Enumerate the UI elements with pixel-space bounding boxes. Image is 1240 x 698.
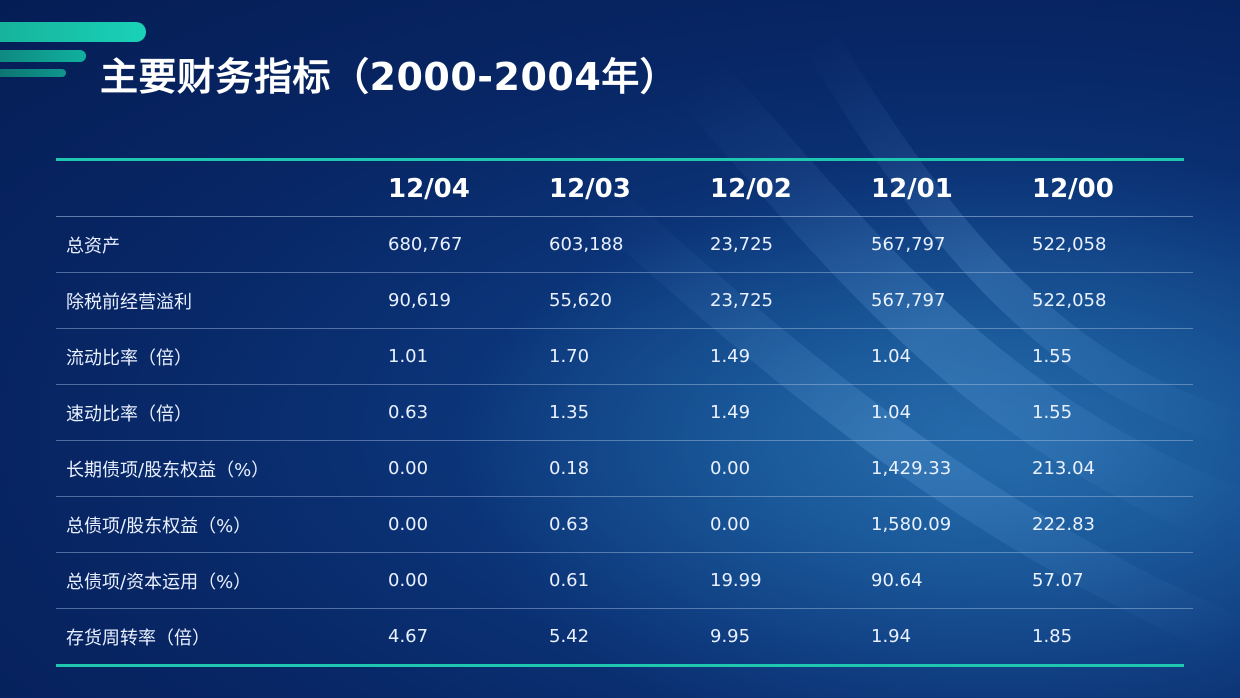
table-cell: 1.49	[710, 384, 871, 441]
table-row: 总债项/资本运用（%） 0.00 0.61 19.99 90.64 57.07	[56, 552, 1193, 609]
table-header-row: 12/04 12/03 12/02 12/01 12/00	[56, 161, 1193, 217]
table-header-cell: 12/04	[388, 161, 549, 217]
table-row: 速动比率（倍） 0.63 1.35 1.49 1.04 1.55	[56, 384, 1193, 441]
table-cell: 90,619	[388, 272, 549, 329]
table-cell: 522,058	[1032, 216, 1193, 273]
table-header-cell: 12/01	[871, 161, 1032, 217]
table-cell: 4.67	[388, 626, 429, 647]
table-cell: 1,580.09	[871, 496, 1032, 553]
financial-indicators-table: 12/04 12/03 12/02 12/01 12/00 总资产 680,76…	[56, 161, 1193, 664]
table-cell: 1,429.33	[871, 440, 1032, 497]
table-cell: 9.95	[710, 626, 751, 647]
table-cell: 0.00	[388, 440, 549, 497]
table-cell: 0.63	[549, 496, 710, 553]
table-cell: 222.83	[1032, 496, 1193, 553]
table-cell: 23,725	[710, 272, 871, 329]
row-label: 总资产	[56, 216, 388, 273]
table-header-cell: 12/03	[549, 161, 710, 217]
table-cell: 1.70	[549, 328, 710, 385]
table-cell: 522,058	[1032, 272, 1193, 329]
row-label: 除税前经营溢利	[56, 272, 388, 329]
table-row: 流动比率（倍） 1.01 1.70 1.49 1.04 1.55	[56, 328, 1193, 385]
table-cell: 1.04	[871, 384, 1032, 441]
table-cell: 567,797	[871, 216, 1032, 273]
row-label: 长期债项/股东权益（%）	[56, 440, 388, 497]
table-cell: 0.00	[388, 496, 549, 553]
page-title: 主要财务指标（2000-2004年）	[100, 55, 679, 99]
table-cell: 1.01	[388, 328, 549, 385]
table-cell: 0.00	[710, 496, 871, 553]
table-cell: 1.49	[710, 328, 871, 385]
row-label: 速动比率（倍）	[56, 384, 388, 441]
table-cell: 0.00	[710, 440, 871, 497]
financial-table-container: 12/04 12/03 12/02 12/01 12/00 总资产 680,76…	[56, 158, 1193, 667]
table-cell: 0.63	[388, 384, 549, 441]
table-cell: 213.04	[1032, 440, 1193, 497]
table-cell: 55,620	[549, 272, 710, 329]
table-cell: 57.07	[1032, 552, 1193, 609]
table-row: 总债项/股东权益（%） 0.00 0.63 0.00 1,580.09 222.…	[56, 496, 1193, 553]
table-bottom-rule	[56, 664, 1184, 667]
table-cell: 23,725	[710, 216, 871, 273]
table-cell: 1.55	[1032, 384, 1193, 441]
row-label: 流动比率（倍）	[56, 328, 388, 385]
table-cell: 19.99	[710, 552, 871, 609]
table-cell: 90.64	[871, 552, 1032, 609]
table-header-cell	[56, 161, 388, 217]
accent-bar-short	[0, 69, 66, 77]
table-cell: 567,797	[871, 272, 1032, 329]
table-cell: 603,188	[549, 216, 710, 273]
table-cell: 680,767	[388, 216, 549, 273]
table-cell: 1.04	[871, 328, 1032, 385]
table-cell: 5.42	[549, 626, 590, 647]
accent-bar-long	[0, 22, 146, 42]
table-cell: 0.61	[549, 552, 710, 609]
accent-bar-medium	[0, 50, 86, 62]
table-cell: 1.94	[871, 626, 912, 647]
table-row: 除税前经营溢利 90,619 55,620 23,725 567,797 522…	[56, 272, 1193, 329]
row-label: 存货周转率（倍）	[66, 627, 210, 649]
accent-bars	[0, 0, 160, 90]
table-header-cell: 12/02	[710, 161, 871, 217]
table-row: 存货周转率（倍） 4.67 5.42 9.95 1.94 1.85	[56, 609, 1193, 665]
table-cell: 0.00	[388, 552, 549, 609]
table-row: 总资产 680,767 603,188 23,725 567,797 522,0…	[56, 216, 1193, 273]
table-cell: 1.55	[1032, 328, 1193, 385]
table-cell: 0.18	[549, 440, 710, 497]
row-label: 总债项/股东权益（%）	[56, 496, 388, 553]
table-header-cell: 12/00	[1032, 161, 1193, 217]
table-cell: 1.35	[549, 384, 710, 441]
row-label: 总债项/资本运用（%）	[56, 552, 388, 609]
table-row: 长期债项/股东权益（%） 0.00 0.18 0.00 1,429.33 213…	[56, 440, 1193, 497]
table-top-rule	[56, 158, 1184, 161]
table-cell: 1.85	[1032, 626, 1073, 647]
